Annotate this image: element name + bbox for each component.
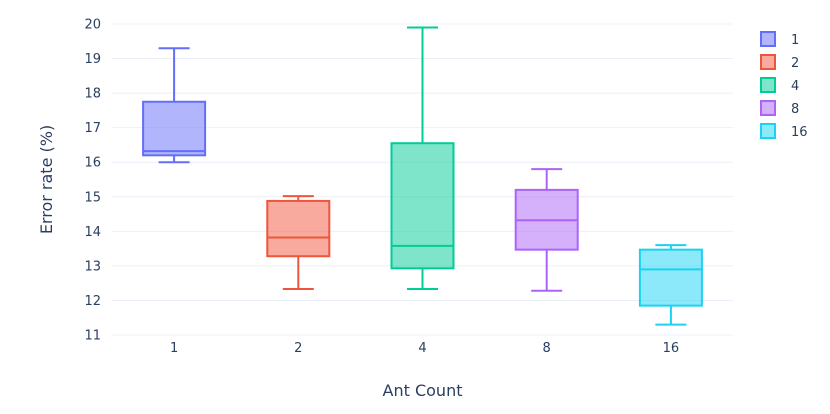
y-axis-ticks: 11 12 13 14 15 16 17 18 19 20 xyxy=(84,18,101,344)
legend-item-16[interactable]: 16 xyxy=(760,123,808,140)
legend-item-8[interactable]: 8 xyxy=(760,100,799,117)
legend-swatch xyxy=(760,54,776,70)
legend-swatch xyxy=(760,77,776,93)
box-iqr xyxy=(638,248,703,307)
x-tick-label: 4 xyxy=(418,341,426,356)
y-tick-label: 11 xyxy=(84,329,101,344)
y-tick-label: 12 xyxy=(84,294,101,309)
x-tick-label: 8 xyxy=(543,341,551,356)
y-axis-title: Error rate (%) xyxy=(37,125,56,234)
box-series-4 xyxy=(390,26,455,291)
box-iqr xyxy=(142,100,207,157)
y-tick-label: 18 xyxy=(84,87,101,102)
legend-item-2[interactable]: 2 xyxy=(760,54,799,71)
legend-label: 4 xyxy=(791,79,799,94)
y-tick-label: 15 xyxy=(84,190,101,205)
y-tick-label: 20 xyxy=(84,18,101,33)
box-series-8 xyxy=(514,168,579,292)
legend[interactable]: 1 2 4 8 16 xyxy=(760,31,808,140)
box-series-16 xyxy=(638,244,703,326)
legend-label: 8 xyxy=(791,102,799,117)
box-iqr xyxy=(266,199,331,258)
x-tick-label: 16 xyxy=(663,341,680,356)
x-axis-title: Ant Count xyxy=(383,381,463,400)
x-tick-label: 1 xyxy=(170,341,178,356)
box-iqr xyxy=(390,142,455,270)
legend-label: 16 xyxy=(791,125,808,140)
box-series-1 xyxy=(142,47,207,164)
legend-label: 2 xyxy=(791,56,799,71)
boxes xyxy=(142,26,703,326)
y-tick-label: 13 xyxy=(84,259,101,274)
y-tick-label: 16 xyxy=(84,156,101,171)
box-series-2 xyxy=(266,195,331,291)
y-tick-label: 19 xyxy=(84,52,101,67)
legend-swatch xyxy=(760,123,776,139)
y-tick-label: 17 xyxy=(84,121,101,136)
legend-item-4[interactable]: 4 xyxy=(760,77,799,94)
legend-swatch xyxy=(760,100,776,116)
legend-label: 1 xyxy=(791,33,799,48)
legend-item-1[interactable]: 1 xyxy=(760,31,799,48)
y-tick-label: 14 xyxy=(84,225,101,240)
x-tick-label: 2 xyxy=(294,341,302,356)
legend-swatch xyxy=(760,31,776,47)
x-axis-ticks: 1 2 4 8 16 xyxy=(170,341,679,356)
